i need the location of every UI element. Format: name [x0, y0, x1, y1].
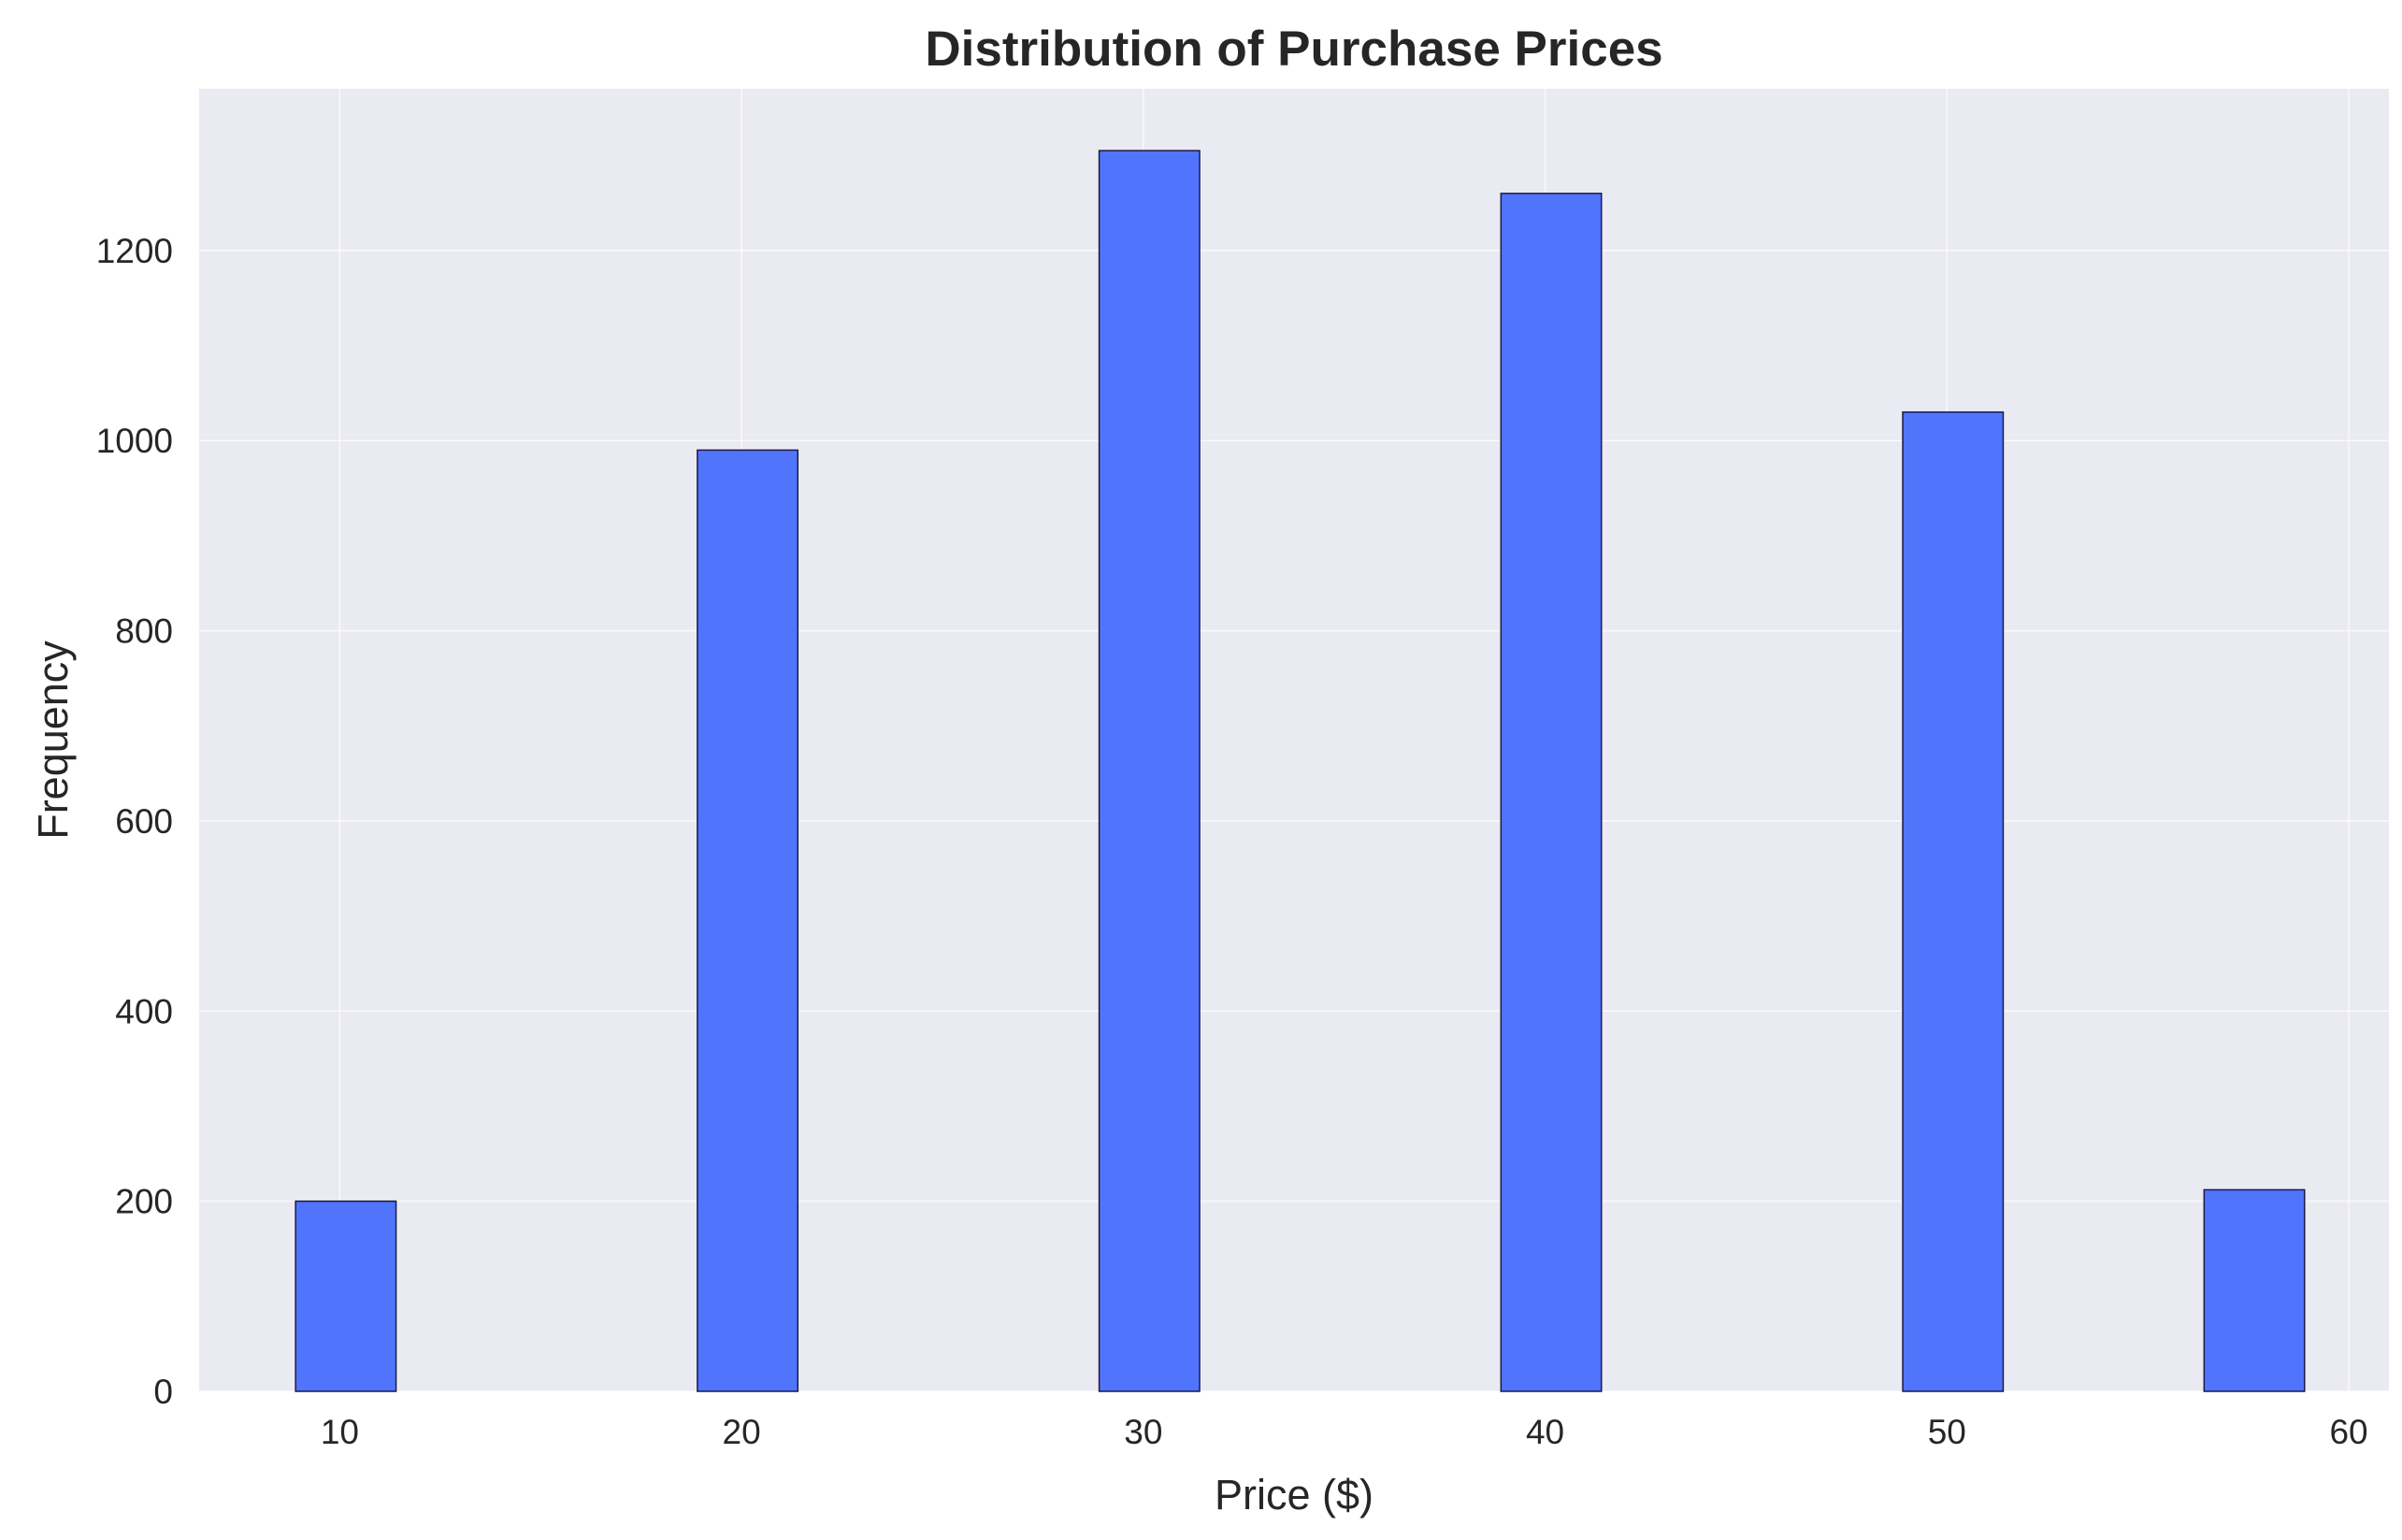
histogram-bar [1098, 150, 1201, 1392]
x-axis-label: Price ($) [1215, 1471, 1374, 1518]
x-tick-label: 20 [723, 1413, 761, 1451]
histogram-bar [697, 449, 799, 1392]
x-tick-label: 40 [1526, 1413, 1564, 1451]
x-tick-label: 50 [1928, 1413, 1966, 1451]
bars [295, 150, 2306, 1392]
chart-title: Distribution of Purchase Prices [925, 22, 1662, 77]
y-tick-label: 600 [115, 802, 173, 841]
y-tick-label: 200 [115, 1183, 173, 1221]
x-tick-label: 60 [2329, 1413, 2367, 1451]
histogram-bar [1500, 193, 1603, 1392]
y-tick-label: 800 [115, 612, 173, 651]
y-tick-label: 1000 [96, 422, 173, 460]
y-tick-label: 400 [115, 992, 173, 1030]
histogram-bar [1902, 410, 2005, 1392]
x-axis-ticks: 10 20 30 40 50 60 [321, 1413, 2368, 1451]
x-tick-label: 30 [1124, 1413, 1162, 1451]
plot-area [199, 89, 2389, 1391]
y-tick-label: 1200 [96, 232, 173, 270]
histogram-bar [295, 1200, 397, 1392]
y-tick-label: 0 [153, 1373, 173, 1411]
y-axis-label: Frequency [29, 640, 77, 840]
y-axis-ticks: 0 200 400 600 800 1000 1200 [96, 232, 173, 1411]
x-tick-label: 10 [321, 1413, 359, 1451]
histogram-bar [2203, 1188, 2306, 1392]
